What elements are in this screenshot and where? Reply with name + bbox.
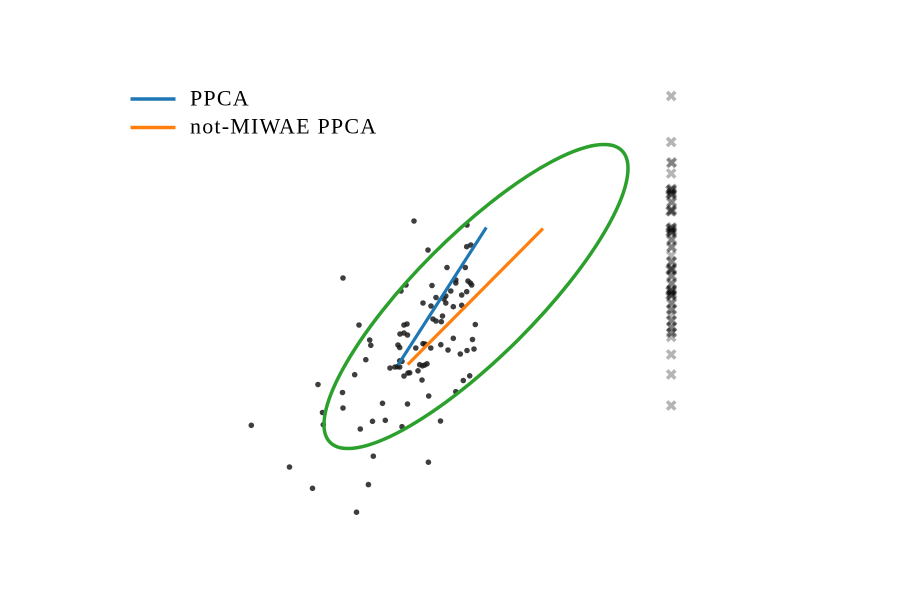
svg-text:PPCA: PPCA [190,85,250,110]
svg-text:not-MIWAE PPCA: not-MIWAE PPCA [190,113,377,138]
